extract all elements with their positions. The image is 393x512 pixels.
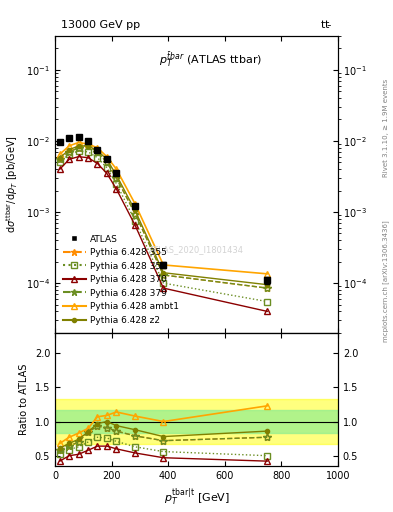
Pythia 6.428 356 [161,280,166,286]
Pythia 6.428 370 [114,186,119,192]
Pythia 6.428 355 [95,149,100,155]
Pythia 6.428 z2 [57,155,62,161]
Pythia 6.428 z2 [86,143,90,149]
Pythia 6.428 356 [67,151,72,157]
X-axis label: $p^{\mathrm{tbar|t}}_T$ [GeV]: $p^{\mathrm{tbar|t}}_T$ [GeV] [163,486,230,508]
Pythia 6.428 ambt1 [265,271,270,277]
Bar [55,399,338,444]
Line: Pythia 6.428 379: Pythia 6.428 379 [56,142,272,292]
Pythia 6.428 z2 [265,282,270,288]
Pythia 6.428 ambt1 [67,143,72,149]
Pythia 6.428 355 [67,149,72,155]
Pythia 6.428 z2 [67,147,72,153]
Pythia 6.428 ambt1 [86,141,90,147]
Pythia 6.428 355 [86,143,90,149]
Text: tt$\bar{}$: tt$\bar{}$ [320,18,332,30]
Pythia 6.428 z2 [114,172,119,178]
Pythia 6.428 355 [133,210,138,217]
Pythia 6.428 356 [265,298,270,305]
Pythia 6.428 355 [76,145,81,151]
Pythia 6.428 ambt1 [114,166,119,172]
Pythia 6.428 355 [105,159,109,165]
Pythia 6.428 356 [95,155,100,161]
Pythia 6.428 370 [57,166,62,172]
Pythia 6.428 355 [57,156,62,162]
Pythia 6.428 356 [76,148,81,154]
Pythia 6.428 379 [76,145,81,151]
Text: ATLAS_2020_I1801434: ATLAS_2020_I1801434 [149,245,244,254]
Pythia 6.428 370 [133,222,138,228]
Line: Pythia 6.428 356: Pythia 6.428 356 [56,147,271,305]
Pythia 6.428 370 [95,160,100,166]
Pythia 6.428 370 [105,170,109,176]
Pythia 6.428 356 [57,159,62,165]
Pythia 6.428 370 [161,285,166,291]
Pythia 6.428 ambt1 [161,262,166,268]
Line: Pythia 6.428 355: Pythia 6.428 355 [56,142,272,292]
Pythia 6.428 379 [133,210,138,217]
Y-axis label: Ratio to ATLAS: Ratio to ATLAS [19,364,29,435]
Pythia 6.428 379 [114,175,119,181]
Text: mcplots.cern.ch [arXiv:1306.3436]: mcplots.cern.ch [arXiv:1306.3436] [382,221,389,343]
Pythia 6.428 ambt1 [76,139,81,145]
Pythia 6.428 ambt1 [57,151,62,157]
Pythia 6.428 379 [265,285,270,291]
Line: Pythia 6.428 370: Pythia 6.428 370 [56,153,271,315]
Pythia 6.428 379 [95,149,100,155]
Pythia 6.428 379 [57,156,62,162]
Pythia 6.428 355 [265,285,270,291]
Text: 13000 GeV pp: 13000 GeV pp [61,20,140,30]
Pythia 6.428 356 [86,149,90,155]
Pythia 6.428 379 [105,159,109,165]
Pythia 6.428 355 [161,272,166,278]
Pythia 6.428 ambt1 [95,145,100,151]
Line: Pythia 6.428 ambt1: Pythia 6.428 ambt1 [56,139,271,278]
Line: Pythia 6.428 z2: Pythia 6.428 z2 [58,144,269,287]
Pythia 6.428 z2 [133,207,138,214]
Pythia 6.428 z2 [95,147,100,154]
Pythia 6.428 379 [161,272,166,278]
Text: Rivet 3.1.10, ≥ 1.9M events: Rivet 3.1.10, ≥ 1.9M events [383,79,389,177]
Y-axis label: $\mathrm{d}\sigma^{\mathrm{ttbar}}/\mathrm{d}p_T$ [pb/GeV]: $\mathrm{d}\sigma^{\mathrm{ttbar}}/\math… [5,135,20,233]
Bar [55,410,338,433]
Pythia 6.428 355 [114,175,119,181]
Pythia 6.428 370 [67,156,72,162]
Legend: ATLAS, Pythia 6.428 355, Pythia 6.428 356, Pythia 6.428 370, Pythia 6.428 379, P: ATLAS, Pythia 6.428 355, Pythia 6.428 35… [59,231,183,328]
Pythia 6.428 ambt1 [133,201,138,207]
Pythia 6.428 z2 [161,270,166,276]
Pythia 6.428 z2 [76,143,81,149]
Pythia 6.428 379 [86,143,90,149]
Pythia 6.428 370 [76,154,81,160]
Pythia 6.428 379 [67,149,72,155]
Pythia 6.428 356 [114,181,119,187]
Pythia 6.428 356 [133,218,138,224]
Pythia 6.428 370 [86,155,90,161]
Text: $p_T^{\bar{t}bar}$ (ATLAS ttbar): $p_T^{\bar{t}bar}$ (ATLAS ttbar) [159,51,262,70]
Pythia 6.428 ambt1 [105,154,109,160]
Pythia 6.428 356 [105,164,109,170]
Pythia 6.428 z2 [105,156,109,162]
Pythia 6.428 370 [265,308,270,314]
